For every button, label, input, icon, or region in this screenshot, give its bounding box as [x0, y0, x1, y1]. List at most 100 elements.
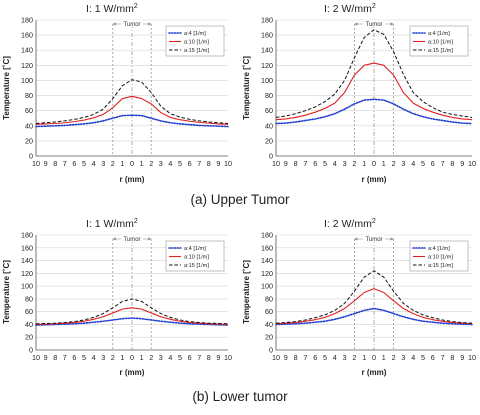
legend: a:4 [1/m] a:10 [1/m] a:15 [1/m]: [409, 240, 469, 272]
legend-entry: a:15 [1/m]: [184, 263, 209, 269]
x-axis-label: r (mm): [362, 368, 387, 377]
x-tick-label: 2: [111, 159, 115, 168]
legend: a:4 [1/m] a:10 [1/m] a:15 [1/m]: [409, 25, 469, 57]
tumor-label: Tumor: [123, 237, 140, 243]
x-tick-label: 4: [168, 353, 172, 362]
x-tick-label: 10: [272, 159, 280, 168]
x-tick-label: 1: [120, 159, 124, 168]
legend-entry: a:4 [1/m]: [428, 246, 450, 252]
legend-entry: a:10 [1/m]: [184, 40, 209, 46]
tumor-arrow-head-left: [354, 237, 358, 241]
x-tick-label: 2: [392, 159, 396, 168]
series-line-dotted: [275, 307, 473, 326]
x-tick-label: 0: [130, 353, 134, 362]
series-line-dashed: [35, 79, 229, 125]
caption-a: (a) Upper Tumor: [190, 192, 290, 207]
y-tick-label: 160: [21, 31, 33, 40]
legend-entry: a:10 [1/m]: [184, 255, 209, 261]
y-tick-label: 120: [21, 269, 33, 278]
legend-box: [409, 25, 469, 57]
x-tick-label: 7: [63, 159, 67, 168]
x-tick-label: 0: [372, 159, 376, 168]
x-tick-label: 6: [72, 159, 76, 168]
y-axis-label: Temperature [˚C]: [242, 260, 251, 324]
tumor-arrow-head-right: [390, 237, 394, 241]
y-tick-label: 40: [265, 121, 273, 130]
x-tick-label: 0: [372, 353, 376, 362]
x-tick-label: 8: [450, 353, 454, 362]
y-axis-label: Temperature [˚C]: [2, 56, 11, 120]
x-tick-label: 1: [120, 353, 124, 362]
y-tick-label: 100: [261, 76, 273, 85]
x-tick-label: 5: [82, 353, 86, 362]
x-tick-label: 1: [140, 159, 144, 168]
y-tick-label: 140: [261, 256, 273, 265]
x-tick-label: 8: [207, 353, 211, 362]
x-tick-label: 3: [343, 353, 347, 362]
y-tick-label: 80: [265, 294, 273, 303]
series-line-solid: [35, 307, 229, 325]
y-tick-label: 180: [21, 16, 33, 25]
x-tick-label: 7: [197, 353, 201, 362]
y-tick-label: 60: [265, 307, 273, 316]
series-line-dotted: [35, 114, 229, 128]
x-tick-label: 3: [101, 159, 105, 168]
x-tick-label: 5: [178, 159, 182, 168]
y-tick-label: 0: [29, 152, 33, 161]
series-line-solid: [275, 288, 473, 325]
caption-b: (b) Lower tumor: [192, 389, 288, 404]
x-tick-label: 7: [303, 353, 307, 362]
x-tick-label: 0: [130, 159, 134, 168]
x-tick-label: 9: [216, 353, 220, 362]
tumor-arrow-head-left: [112, 22, 116, 26]
x-tick-label: 5: [421, 159, 425, 168]
x-tick-label: 4: [92, 159, 96, 168]
series-line-solid: [275, 62, 473, 121]
legend: a:4 [1/m] a:10 [1/m] a:15 [1/m]: [165, 25, 225, 57]
y-tick-label: 80: [25, 91, 33, 100]
y-tick-label: 160: [261, 243, 273, 252]
y-tick-label: 40: [25, 320, 33, 329]
tumor-arrow-head-left: [354, 22, 358, 26]
x-tick-label: 6: [188, 353, 192, 362]
series-line-dashed: [275, 270, 473, 324]
x-tick-label: 10: [272, 353, 280, 362]
series-line-dotted: [275, 98, 473, 125]
x-tick-label: 5: [323, 353, 327, 362]
x-tick-label: 8: [294, 353, 298, 362]
legend-entry: a:15 [1/m]: [184, 48, 209, 54]
y-axis-label: Temperature [˚C]: [242, 56, 251, 120]
legend: a:4 [1/m] a:10 [1/m] a:15 [1/m]: [165, 240, 225, 272]
legend-box: [165, 25, 225, 57]
x-tick-label: 9: [460, 159, 464, 168]
x-tick-label: 10: [224, 353, 232, 362]
x-tick-label: 4: [411, 159, 415, 168]
legend-entry: a:15 [1/m]: [428, 48, 453, 54]
x-tick-label: 2: [352, 353, 356, 362]
x-tick-label: 4: [92, 353, 96, 362]
legend-entry: a:4 [1/m]: [428, 31, 450, 37]
x-tick-label: 9: [284, 159, 288, 168]
tumor-arrow-head-right: [390, 22, 394, 26]
y-tick-label: 180: [261, 231, 273, 240]
y-tick-label: 180: [261, 16, 273, 25]
y-tick-label: 0: [29, 346, 33, 355]
y-tick-label: 140: [261, 46, 273, 55]
x-tick-label: 9: [284, 353, 288, 362]
x-tick-label: 7: [63, 353, 67, 362]
x-tick-label: 10: [32, 159, 40, 168]
y-tick-label: 40: [25, 121, 33, 130]
y-tick-label: 120: [261, 61, 273, 70]
x-tick-label: 8: [53, 159, 57, 168]
x-tick-label: 1: [362, 159, 366, 168]
x-tick-label: 3: [159, 353, 163, 362]
x-tick-label: 1: [382, 353, 386, 362]
x-tick-label: 4: [333, 159, 337, 168]
y-tick-label: 20: [25, 333, 33, 342]
